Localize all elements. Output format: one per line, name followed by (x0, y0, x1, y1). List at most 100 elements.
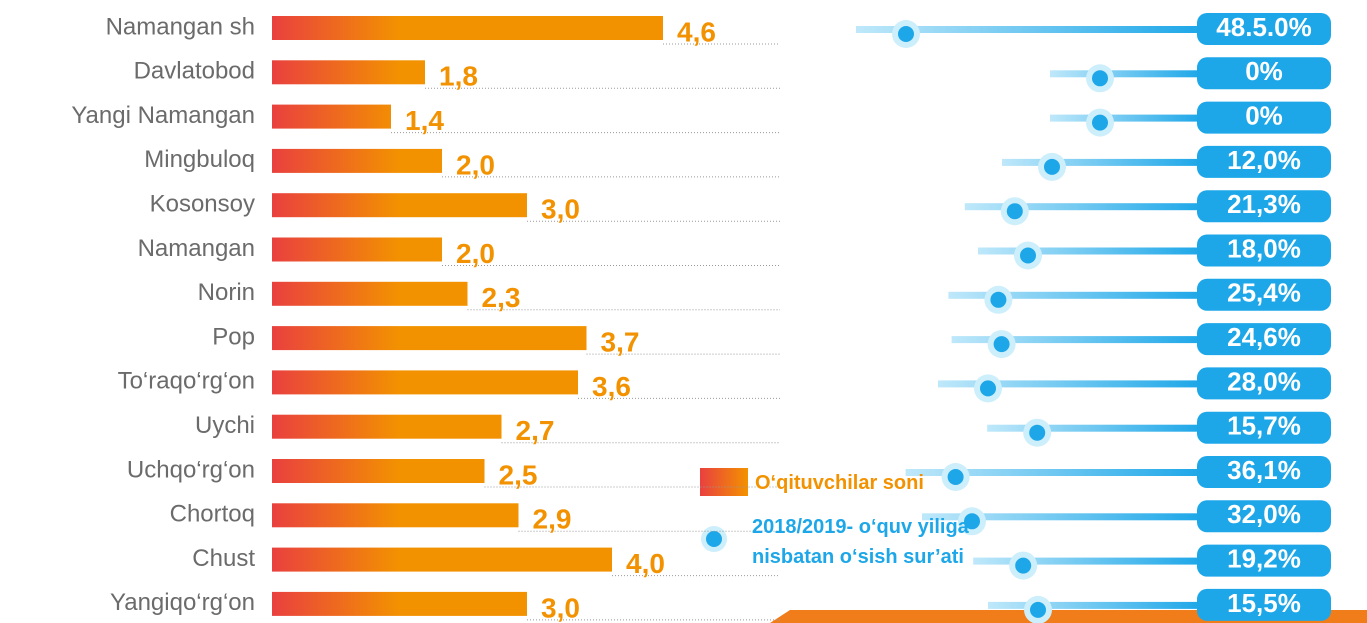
legend-dot (706, 531, 722, 547)
growth-dot (1020, 247, 1036, 264)
growth-dot (1092, 70, 1108, 87)
bar (272, 370, 578, 395)
bar (272, 281, 468, 306)
value-label: 4,0 (626, 548, 665, 579)
growth-dot (1044, 158, 1060, 175)
growth-label: 19,2% (1227, 543, 1301, 573)
growth-label: 28,0% (1227, 366, 1301, 396)
growth-label: 25,4% (1227, 278, 1301, 308)
growth-line (964, 203, 1200, 211)
growth-label: 21,3% (1227, 189, 1301, 219)
growth-line (1050, 114, 1200, 122)
growth-dot (898, 26, 914, 42)
legend-label: O‘qituvchilar soni (755, 472, 924, 494)
category-label: Uchqo‘rg‘on (127, 456, 255, 483)
growth-pill (1197, 544, 1331, 577)
category-label: Yangi Namangan (71, 102, 255, 129)
growth-pill (1197, 500, 1331, 533)
bar (272, 591, 527, 616)
growth-dot (1092, 114, 1108, 131)
growth-pill (1197, 367, 1331, 400)
growth-pill (1197, 57, 1331, 90)
growth-line (922, 513, 1200, 521)
growth-line (978, 247, 1200, 255)
growth-dot (947, 469, 964, 485)
bar (272, 60, 425, 85)
bar (272, 459, 485, 483)
growth-pill (1197, 190, 1331, 223)
growth-dot (980, 380, 996, 397)
growth-pill (1197, 101, 1331, 134)
growth-label: 48.5.0% (1216, 12, 1311, 42)
growth-line (938, 380, 1200, 388)
growth-pill (1197, 411, 1331, 444)
value-label: 2,5 (499, 459, 538, 490)
category-label: To‘raqo‘rg‘on (118, 368, 255, 395)
growth-dot (1030, 601, 1046, 618)
growth-label: 32,0% (1227, 499, 1301, 529)
growth-pill (1197, 278, 1331, 311)
value-label: 2,7 (516, 415, 555, 446)
bar (272, 16, 663, 40)
category-label: Chust (192, 545, 255, 572)
growth-label: 24,6% (1227, 322, 1301, 352)
bar (272, 503, 519, 528)
category-label: Namangan (138, 235, 255, 262)
growth-pill (1197, 588, 1331, 621)
growth-label: 15,5% (1227, 588, 1301, 618)
growth-dot (1015, 557, 1032, 574)
bar (272, 193, 527, 218)
category-label: Davlatobod (134, 58, 255, 85)
growth-label: 0% (1245, 100, 1283, 130)
growth-line (973, 557, 1200, 565)
growth-line (951, 336, 1200, 344)
category-label: Yangiqo‘rg‘on (110, 589, 255, 616)
growth-label: 18,0% (1227, 233, 1301, 263)
category-label: Chortoq (170, 501, 255, 528)
bar (272, 104, 391, 129)
value-label: 2,0 (456, 149, 495, 180)
value-label: 2,9 (533, 504, 572, 535)
growth-label: 0% (1245, 56, 1283, 86)
category-label: Pop (212, 323, 255, 350)
growth-dot (964, 513, 980, 530)
value-label: 1,4 (405, 105, 444, 136)
value-label: 4,6 (677, 16, 716, 47)
category-label: Norin (198, 279, 255, 306)
growth-line (1002, 158, 1200, 166)
value-label: 3,0 (541, 194, 580, 225)
growth-line (856, 26, 1200, 33)
growth-dot (1029, 424, 1046, 441)
bar (272, 237, 442, 262)
value-label: 3,6 (592, 371, 631, 402)
bar (272, 148, 442, 173)
value-label: 2,0 (456, 238, 495, 269)
legend-label: 2018/2019- o‘quv yiliga nisbatan o‘sish … (752, 516, 969, 568)
growth-pill (1197, 456, 1331, 488)
growth-pill (1197, 13, 1331, 45)
bar (272, 414, 502, 439)
growth-pill (1197, 323, 1331, 356)
growth-pill (1197, 145, 1331, 178)
growth-label: 15,7% (1227, 411, 1301, 441)
category-label: Namangan sh (106, 13, 255, 40)
bar (272, 326, 587, 351)
category-label: Mingbuloq (144, 146, 255, 173)
value-label: 2,3 (482, 282, 521, 313)
legend-swatch (700, 468, 748, 496)
growth-pill (1197, 234, 1331, 267)
growth-line (948, 291, 1200, 299)
value-label: 1,8 (439, 61, 478, 92)
growth-dot (1006, 203, 1023, 220)
growth-dot (990, 291, 1007, 308)
bar (272, 547, 612, 572)
growth-line (987, 424, 1200, 432)
growth-line (988, 601, 1200, 609)
value-label: 3,0 (541, 592, 580, 623)
category-label: Kosonsoy (150, 191, 255, 218)
category-label: Uychi (195, 412, 255, 439)
growth-label: 36,1% (1227, 455, 1301, 485)
growth-label: 12,0% (1227, 145, 1301, 175)
